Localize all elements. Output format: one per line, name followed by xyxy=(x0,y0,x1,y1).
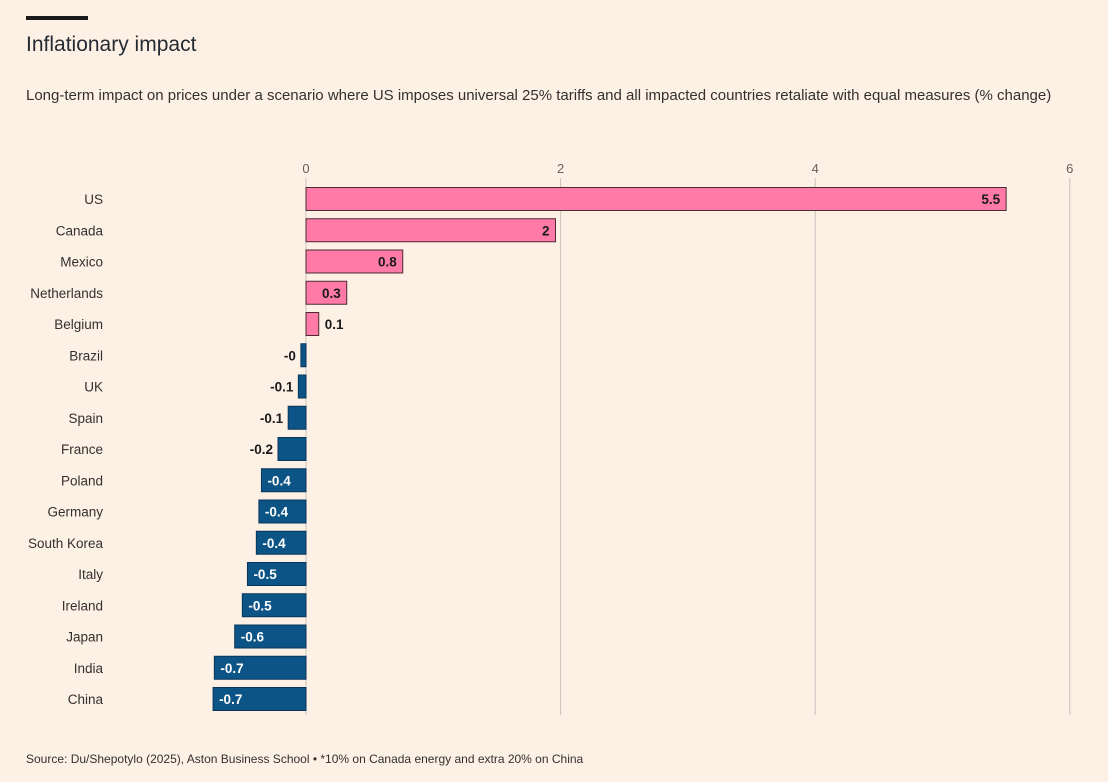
bar-italy xyxy=(246,562,307,586)
x-tick-label: 0 xyxy=(302,161,309,176)
value-label: -0.7 xyxy=(220,661,243,676)
value-label: 0.1 xyxy=(325,317,344,332)
bar-japan xyxy=(234,624,307,649)
category-label: France xyxy=(61,442,103,457)
bar-india xyxy=(213,655,307,680)
value-label: 0.8 xyxy=(378,255,397,270)
x-tick-label: 4 xyxy=(812,161,819,176)
bar-brazil xyxy=(300,343,307,368)
category-label: Spain xyxy=(68,411,103,426)
value-label: -0.6 xyxy=(241,630,265,645)
bar-chart: 0 2 4 6 US 5.5 Canada 2 Mexico 0.8 Netherlands 0.3 B… xyxy=(28,161,1073,715)
value-label: 5.5 xyxy=(981,192,1000,207)
bar-spain xyxy=(287,405,307,430)
value-label: -0.1 xyxy=(260,411,284,426)
category-label: US xyxy=(84,192,103,207)
bar-south-korea xyxy=(255,530,307,555)
value-label: -0.7 xyxy=(219,692,242,707)
category-label: Mexico xyxy=(60,255,103,270)
value-label: 0.3 xyxy=(322,286,341,301)
category-label: Germany xyxy=(47,505,103,520)
category-label: China xyxy=(68,692,104,707)
category-label: Canada xyxy=(56,223,104,238)
bar-mexico xyxy=(305,249,404,274)
value-label: -0.4 xyxy=(262,536,286,551)
category-label: UK xyxy=(84,380,103,395)
bar-canada xyxy=(305,218,557,243)
bar-germany xyxy=(258,499,307,524)
bar-poland xyxy=(260,468,307,493)
source-note: Source: Du/Shepotylo (2025), Aston Busin… xyxy=(26,752,584,766)
bar-netherlands xyxy=(305,280,348,305)
category-label: South Korea xyxy=(28,536,104,551)
bar-china xyxy=(212,687,307,711)
category-label: Poland xyxy=(61,473,103,488)
bar-belgium xyxy=(305,312,320,336)
value-label: -0.5 xyxy=(253,567,277,582)
bar-uk xyxy=(297,374,307,399)
value-label: -0 xyxy=(284,348,296,363)
value-label: 2 xyxy=(542,223,550,238)
brand-bar xyxy=(26,16,88,20)
bar-france xyxy=(277,437,307,461)
category-label: Ireland xyxy=(62,598,103,613)
category-label: Italy xyxy=(78,567,103,582)
category-label: Belgium xyxy=(54,317,103,332)
chart-subtitle: Long-term impact on prices under a scena… xyxy=(26,87,1052,104)
x-tick-label: 6 xyxy=(1066,161,1073,176)
category-label: Japan xyxy=(66,630,103,645)
bar-us xyxy=(305,187,1007,211)
category-label: India xyxy=(74,661,104,676)
value-label: -0.5 xyxy=(248,598,272,613)
bar-ireland xyxy=(241,593,307,618)
category-label: Brazil xyxy=(69,348,103,363)
value-label: -0.2 xyxy=(250,442,273,457)
value-label: -0.1 xyxy=(270,380,294,395)
value-label: -0.4 xyxy=(267,473,291,488)
x-tick-label: 2 xyxy=(557,161,564,176)
value-label: -0.4 xyxy=(265,505,289,520)
category-label: Netherlands xyxy=(30,286,103,301)
chart-title: Inflationary impact xyxy=(26,33,197,56)
